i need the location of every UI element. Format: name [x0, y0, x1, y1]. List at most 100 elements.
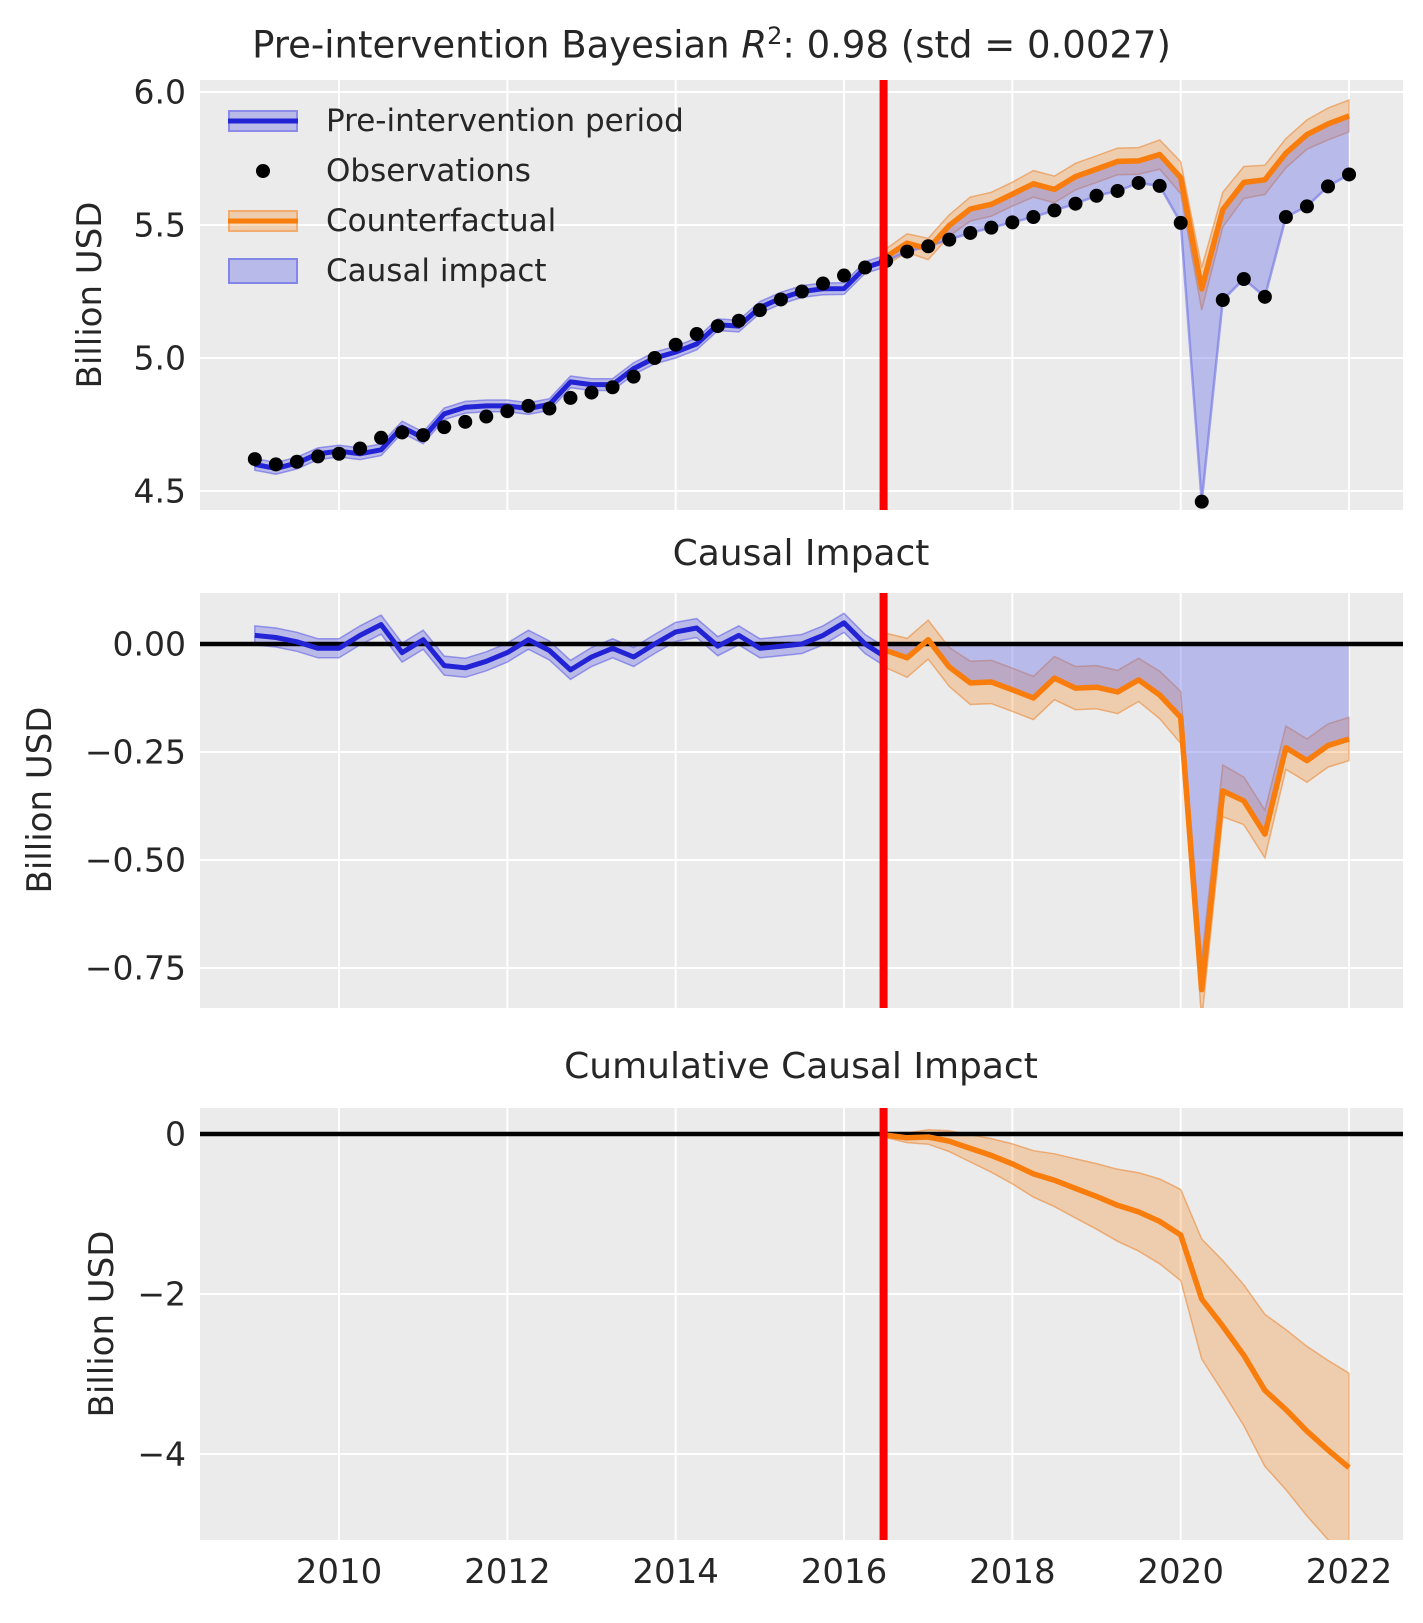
observation-dot — [395, 425, 410, 440]
observation-dot — [310, 449, 325, 464]
x-tick-label: 2020 — [1137, 1552, 1224, 1592]
observation-dot — [500, 404, 515, 419]
observation-dot — [626, 369, 641, 384]
observation-dot — [1068, 196, 1083, 211]
observation-dot — [1173, 215, 1188, 230]
x-tick-label: 2018 — [969, 1552, 1056, 1592]
legend-item-causal-impact: Causal impact — [228, 246, 684, 296]
observation-dot — [773, 292, 788, 307]
observation-dot — [984, 220, 999, 235]
panel1-y-tick-label: 4.5 — [133, 471, 186, 511]
panel2-y-tick-label: 0.00 — [112, 624, 186, 664]
observation-dot — [1236, 271, 1251, 286]
panel1-y-tick-label: 5.5 — [133, 205, 186, 245]
legend: Pre-intervention period Observations Cou… — [228, 96, 684, 296]
legend-item-observations: Observations — [228, 146, 684, 196]
observation-dot — [1026, 210, 1041, 225]
observation-dot — [353, 441, 368, 456]
observation-dot — [416, 428, 431, 443]
observation-dot — [921, 239, 936, 254]
panel3-y-axis-label: Billion USD — [82, 1230, 122, 1418]
observation-dot — [1257, 289, 1272, 304]
observation-dot — [1047, 203, 1062, 218]
cumulative-impact-line — [882, 1131, 1351, 1470]
observation-dot — [1215, 293, 1230, 308]
blue-band-line-icon — [228, 108, 298, 134]
legend-label: Causal impact — [326, 253, 547, 289]
observation-dot — [963, 225, 978, 240]
observation-dot — [289, 454, 304, 469]
observation-dot — [710, 319, 725, 334]
observation-dot — [752, 303, 767, 318]
observation-dot — [1005, 215, 1020, 230]
observation-dot — [1194, 494, 1209, 509]
observation-dot — [647, 351, 662, 365]
observation-dot — [247, 452, 262, 467]
observation-dot — [1320, 179, 1335, 194]
observation-dot — [858, 260, 873, 275]
observation-dot — [900, 244, 915, 259]
figure-title-r: R — [741, 23, 768, 67]
observation-dot — [1152, 178, 1167, 193]
figure-title-suffix: : 0.98 (std = 0.0027) — [782, 23, 1171, 67]
observation-dot — [479, 409, 494, 424]
observation-dot — [794, 284, 809, 299]
x-tick-label: 2016 — [800, 1552, 888, 1592]
observation-dot — [1342, 167, 1357, 182]
causal-impact-fill — [883, 639, 1349, 990]
figure-title-exponent: 2 — [767, 22, 783, 50]
panel2-title: Causal Impact — [672, 533, 930, 574]
x-tick-label: 2010 — [295, 1552, 383, 1592]
x-tick-label: 2022 — [1305, 1552, 1393, 1592]
observation-dot — [668, 337, 683, 352]
blue-patch-icon — [228, 258, 298, 284]
legend-label: Observations — [326, 153, 531, 189]
panel1-y-tick-label: 5.0 — [133, 338, 186, 378]
observation-dot — [521, 398, 536, 413]
black-dot-icon — [228, 158, 298, 184]
observation-dot — [332, 446, 346, 461]
panel2-y-tick-label: −0.75 — [84, 948, 186, 988]
observation-dot — [268, 457, 283, 472]
observation-dot — [374, 430, 389, 445]
observation-dot — [689, 327, 704, 342]
observation-dot — [563, 390, 578, 405]
observation-dot — [1089, 188, 1104, 203]
counterfactual-line — [881, 113, 1350, 292]
legend-label: Pre-intervention period — [326, 103, 684, 139]
observation-dot — [815, 276, 830, 291]
panel2-y-tick-label: −0.50 — [84, 840, 186, 880]
orange-band-line-icon — [228, 208, 298, 234]
observation-dot — [1299, 199, 1314, 214]
panel1-y-tick-label: 6.0 — [133, 72, 186, 112]
pre-impact-line — [254, 620, 884, 673]
panel3-y-tick-label: −4 — [137, 1434, 186, 1474]
observation-dot — [458, 414, 473, 429]
legend-label: Counterfactual — [326, 203, 557, 239]
x-tick-label: 2014 — [632, 1552, 719, 1592]
panel3-title: Cumulative Causal Impact — [564, 1046, 1038, 1087]
observation-dot — [1278, 210, 1293, 225]
impact-credible-band — [882, 619, 1350, 1008]
impact-line — [881, 636, 1350, 993]
legend-item-pre-intervention: Pre-intervention period — [228, 96, 684, 146]
panel3-y-tick-label: 0 — [165, 1114, 186, 1154]
observation-dot — [1131, 175, 1146, 190]
panel2-plot-area — [200, 593, 1403, 1008]
panel2-y-tick-label: −0.25 — [84, 732, 186, 772]
x-tick-label: 2012 — [464, 1552, 551, 1592]
panel1-chart — [200, 80, 1403, 510]
observation-dot — [837, 268, 852, 283]
observation-dot — [542, 401, 557, 416]
figure-title-prefix: Pre-intervention Bayesian — [252, 23, 742, 67]
observation-dot — [584, 385, 599, 400]
panel2-chart — [200, 593, 1403, 1008]
observation-dot — [1110, 183, 1125, 198]
observation-dot — [731, 313, 746, 328]
panel3-chart — [200, 1108, 1403, 1540]
figure-title: Pre-intervention Bayesian R2: 0.98 (std … — [0, 22, 1423, 66]
panel3-y-tick-label: −2 — [137, 1274, 186, 1314]
observation-dot — [605, 380, 620, 395]
observation-dot — [942, 232, 957, 247]
causal-impact-fill — [883, 115, 1349, 502]
